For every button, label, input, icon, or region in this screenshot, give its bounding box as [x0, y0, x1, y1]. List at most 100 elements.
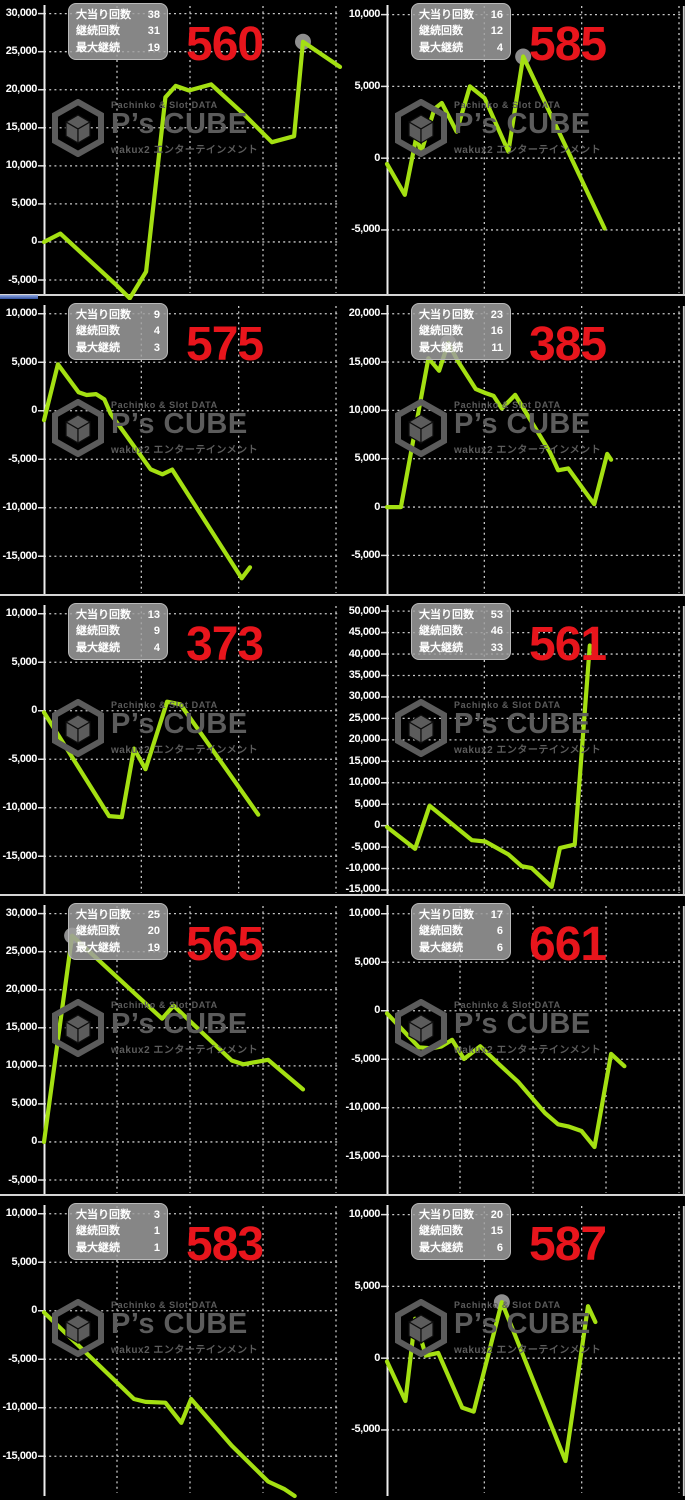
machine-tile[interactable]: 大当り回数 17 継続回数 6 最大継続 6 661 Pachinko & Sl… [343, 900, 685, 1200]
watermark: Pachinko & Slot DATA P’s CUBE wakux2 エンタ… [52, 399, 258, 457]
y-axis-label: 5,000 [354, 452, 380, 465]
y-axis-label: 30,000 [5, 907, 38, 920]
chart-canvas [343, 5, 685, 296]
y-axis-label: 0 [31, 404, 37, 417]
stats-row-jackpot: 大当り回数 23 [419, 308, 503, 322]
stat-label-continuation: 継続回数 [419, 625, 463, 638]
y-axis-label: -5,000 [8, 1352, 37, 1365]
payout-line [384, 340, 614, 510]
stat-label-continuation: 継続回数 [419, 1225, 463, 1238]
y-axis-label: 5,000 [354, 797, 380, 810]
chart-canvas [343, 305, 685, 596]
machine-tile[interactable]: 大当り回数 13 継続回数 9 最大継続 4 373 Pachinko & Sl… [0, 600, 343, 900]
hexagon-cube-logo-icon [395, 1299, 447, 1357]
stat-value-jackpot: 9 [153, 309, 160, 321]
y-axis-label: -5,000 [351, 1052, 380, 1065]
stat-value-max-continuation: 3 [153, 341, 160, 354]
machine-tile[interactable]: 大当り回数 25 継続回数 20 最大継続 19 565 Pachinko & … [0, 900, 343, 1200]
stat-value-max-continuation: 6 [496, 941, 503, 954]
machine-tile[interactable]: 大当り回数 9 継続回数 4 最大継続 3 575 Pachinko & Slo… [0, 300, 343, 600]
y-axis-label: -15,000 [345, 1149, 380, 1162]
machine-tile[interactable]: 大当り回数 53 継続回数 46 最大継続 33 561 Pachinko & … [343, 600, 685, 900]
machine-tile[interactable]: 大当り回数 3 継続回数 1 最大継続 1 583 Pachinko & Slo… [0, 1200, 343, 1500]
stats-row-max-continuation: 最大継続 1 [76, 1241, 160, 1255]
stat-label-continuation: 継続回数 [76, 25, 120, 38]
y-axis-label: 5,000 [11, 355, 37, 368]
watermark-tagline-bottom: wakux2 エンターテインメント [111, 144, 259, 156]
hexagon-cube-logo-icon [52, 999, 104, 1057]
watermark-tagline-top: Pachinko & Slot DATA [111, 100, 218, 111]
payout-line [41, 1310, 297, 1499]
stats-row-jackpot: 大当り回数 25 [76, 908, 160, 922]
hexagon-cube-logo-icon [395, 999, 447, 1057]
stat-value-continuation: 9 [153, 625, 160, 638]
stats-row-max-continuation: 最大継続 6 [419, 941, 503, 955]
stats-row-max-continuation: 最大継続 19 [76, 41, 160, 55]
watermark-brand: P’s CUBE [111, 408, 248, 441]
chart-canvas [343, 605, 685, 896]
stat-label-jackpot: 大当り回数 [419, 9, 474, 21]
y-axis-label: -5,000 [8, 752, 37, 765]
y-axis-label: 0 [374, 1351, 380, 1364]
y-axis-label: 0 [31, 1304, 37, 1317]
stat-value-continuation: 15 [490, 1225, 503, 1238]
watermark-brand: P’s CUBE [111, 108, 248, 141]
y-axis-label: 10,000 [5, 607, 38, 620]
machine-tile[interactable]: 大当り回数 16 継続回数 12 最大継続 4 585 Pachinko & S… [343, 0, 685, 300]
chart-canvas [0, 5, 343, 300]
chart-canvas [0, 305, 343, 596]
machine-number: 587 [529, 1218, 607, 1271]
watermark-brand: P’s CUBE [111, 1008, 248, 1041]
machine-number: 585 [529, 18, 607, 71]
watermark: Pachinko & Slot DATA P’s CUBE wakux2 エンタ… [395, 999, 601, 1057]
y-axis-label: 20,000 [348, 733, 381, 746]
machine-number: 583 [186, 1218, 264, 1271]
machine-number: 560 [186, 18, 264, 71]
stats-row-max-continuation: 最大継続 4 [76, 641, 160, 655]
y-axis-label: 10,000 [5, 307, 38, 320]
hexagon-cube-logo-icon [52, 1299, 104, 1357]
machine-number: 385 [529, 318, 607, 371]
y-axis-label: 5,000 [354, 1279, 380, 1292]
stat-value-jackpot: 25 [147, 909, 160, 921]
hexagon-cube-logo-icon [52, 99, 104, 157]
stat-label-continuation: 継続回数 [76, 625, 120, 638]
watermark: Pachinko & Slot DATA P’s CUBE wakux2 エンタ… [52, 1299, 258, 1357]
chart-canvas [38, 1205, 338, 1499]
stat-label-continuation: 継続回数 [76, 925, 120, 938]
machine-number: 661 [529, 918, 607, 971]
watermark-tagline-bottom: wakux2 エンターテインメント [454, 144, 602, 156]
y-axis-label: 0 [374, 151, 380, 164]
y-axis-label: 0 [31, 1135, 37, 1148]
stat-label-continuation: 継続回数 [419, 325, 463, 338]
watermark-brand: P’s CUBE [454, 108, 591, 141]
stats-row-continuation: 継続回数 20 [76, 924, 160, 938]
y-axis-label: 5,000 [11, 655, 37, 668]
y-axis-label: 25,000 [5, 945, 38, 958]
y-axis-label: -10,000 [345, 1101, 380, 1114]
payout-line [41, 699, 261, 820]
stat-value-jackpot: 38 [147, 9, 160, 21]
y-axis-label: 0 [31, 704, 37, 717]
machine-tile[interactable]: 大当り回数 20 継続回数 15 最大継続 6 587 Pachinko & S… [343, 1200, 685, 1500]
y-axis-label: -15,000 [345, 883, 380, 896]
machine-tile[interactable]: 大当り回数 23 継続回数 16 最大継続 11 385 Pachinko & … [343, 300, 685, 600]
hexagon-cube-logo-icon [395, 399, 447, 457]
stats-row-max-continuation: 最大継続 4 [419, 41, 503, 55]
hexagon-cube-logo-icon [395, 699, 447, 757]
y-axis-label: -5,000 [351, 840, 380, 853]
stat-label-jackpot: 大当り回数 [76, 909, 131, 921]
y-axis-label: 0 [374, 500, 380, 513]
y-axis-label: 15,000 [348, 754, 381, 767]
stat-label-continuation: 継続回数 [76, 325, 120, 338]
watermark-tagline-top: Pachinko & Slot DATA [454, 700, 561, 711]
watermark-tagline-top: Pachinko & Slot DATA [111, 400, 218, 411]
stats-row-max-continuation: 最大継続 19 [76, 941, 160, 955]
machine-tile[interactable]: 大当り回数 38 継続回数 31 最大継続 19 560 Pachinko & … [0, 0, 343, 300]
y-axis-label: 10,000 [348, 8, 381, 21]
stat-label-max-continuation: 最大継続 [76, 941, 120, 954]
stats-box: 大当り回数 13 継続回数 9 最大継続 4 [68, 603, 168, 660]
stat-value-continuation: 16 [490, 325, 503, 338]
y-axis-label: 45,000 [348, 626, 381, 639]
stat-value-max-continuation: 6 [496, 1241, 503, 1254]
